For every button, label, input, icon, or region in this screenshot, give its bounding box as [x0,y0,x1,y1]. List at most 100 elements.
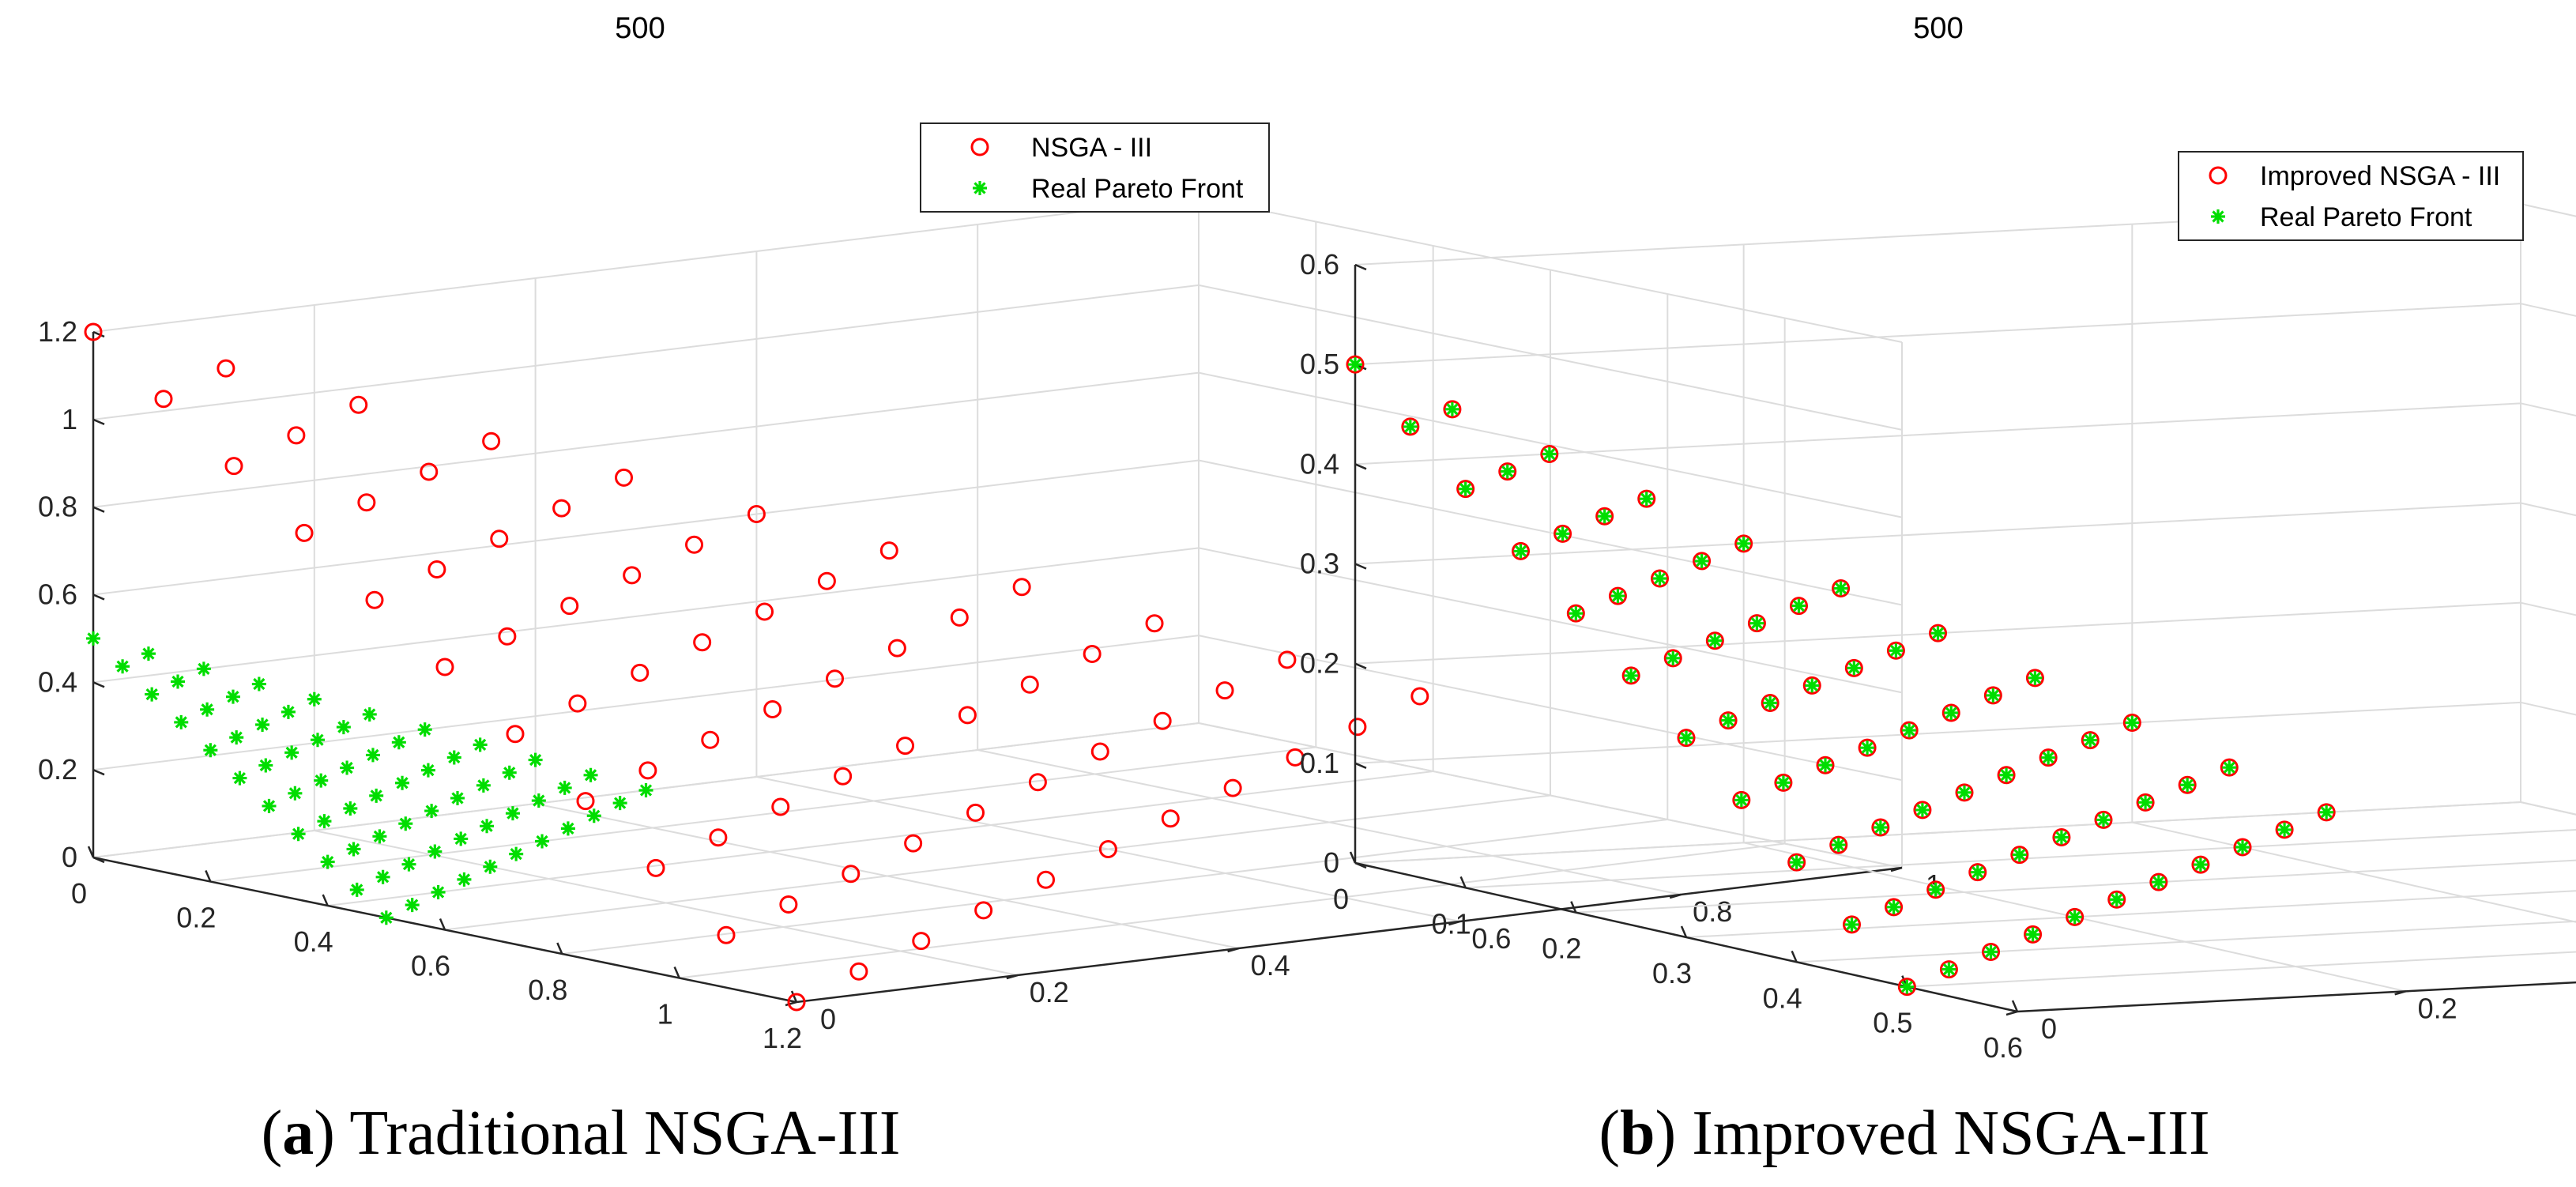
data-point-circle [1790,597,1808,616]
data-point-star [349,882,364,897]
x-tick [790,990,798,1003]
data-point-star [2041,750,2056,765]
z-tick-label: 0.6 [38,578,77,611]
data-point-circle [1955,783,1974,802]
grid-line [1907,951,2576,988]
data-point-star [115,659,130,674]
panel-a-plot: 0 0.2 0.4 0.6 0.8 1 1.2 0 0.2 0.4 0.6 0.8 1 0 0.2 0.4 0.… [38,12,1941,1168]
data-point-star [1860,740,1875,756]
data-point-star [1679,730,1693,745]
data-point-star [612,796,627,811]
data-point-circle [966,803,985,822]
caption-b-text: Improved NSGA-III [1692,1098,2209,1168]
data-point-star [2067,910,2082,925]
data-point-circle [1286,748,1305,767]
data-point-star [1970,865,1985,880]
data-point-star [502,765,517,780]
z-tick [92,506,105,513]
data-point-star [336,720,351,735]
data-point-circle [1145,614,1164,633]
data-point-star [1569,606,1584,621]
data-point-circle [693,633,712,652]
data-point-circle [2066,907,2085,926]
data-point-star [141,646,156,661]
data-point-circle [217,359,235,378]
data-point-star [1639,492,1654,507]
data-point-star [1734,793,1749,808]
grid-line [1354,402,2521,465]
grid-line [1685,890,2576,938]
x-tick-label: 0.4 [1763,982,1802,1014]
data-point-circle [2233,838,2252,857]
data-point-circle [1900,721,1919,740]
data-point-circle [974,901,993,920]
data-point-star [288,786,303,801]
data-point-circle [2191,855,2210,874]
x-tick [322,894,329,906]
data-point-star [1791,598,1806,613]
data-point-circle [1982,943,2000,961]
z-tick-label: 0 [1324,846,1339,879]
panel-b-plot: 00.10.20.30.40.50.600.20.40.600.10.20.30… [1300,12,2576,1168]
data-point-star [1833,581,1848,596]
data-point-star [2054,830,2069,845]
z-tick-label: 0 [62,841,77,873]
data-point-star [1941,962,1956,977]
y-tick-label: 0 [820,1003,836,1035]
data-point-star [1957,785,1972,800]
data-point-circle [701,730,720,749]
data-point-circle [1410,687,1429,706]
data-point-star [424,804,439,819]
data-point-star [1348,357,1362,372]
data-point-circle [1554,524,1572,543]
data-point-star [365,748,380,763]
data-point-star [531,793,546,808]
data-point-star [2083,733,2098,748]
data-point-star [1763,695,1778,710]
data-point-circle [1215,681,1234,700]
data-point-circle [912,932,931,951]
caption-a-text: Traditional NSGA-III [349,1098,900,1168]
z-tick-label: 0.8 [38,491,77,523]
data-point-circle [1153,711,1172,730]
data-point-circle [1090,742,1109,761]
data-point-star [145,687,160,702]
data-point-circle [490,529,509,548]
data-point-star [431,885,446,899]
caption-a-label: a [282,1098,314,1168]
data-point-star [557,780,572,795]
data-point-circle [224,457,243,476]
grid-line [2520,801,2576,816]
data-point-star [1844,917,1859,932]
data-point-star [1999,767,2014,782]
data-point-circle [1997,766,2016,785]
data-point-circle [2178,775,2197,794]
legend-star-path [973,181,987,195]
x-tick [1680,925,1688,938]
data-point-star [378,910,394,925]
data-point-circle [1278,650,1297,669]
y-tick-label: 0.2 [2418,992,2457,1024]
data-point-star [1915,802,1930,817]
x-tick [1570,901,1577,914]
x-tick-label: 0.6 [411,950,450,982]
data-point-circle [1929,624,1947,642]
x-tick [673,967,680,978]
data-point-star [343,801,358,816]
data-point-circle [576,792,595,811]
data-point-star [258,758,273,773]
grid-line [756,776,1460,922]
data-point-circle [958,706,977,725]
data-point-circle [1983,686,2002,705]
data-point-circle [896,737,915,756]
grid-line [92,635,1199,771]
data-point-circle [349,395,368,414]
data-point-circle [568,694,587,713]
data-point-star [2028,670,2043,685]
panel-a-legend: NSGA - III Real Pareto Front [920,122,1270,213]
data-point-circle [482,431,501,450]
data-point-star [1847,661,1862,676]
data-point-circle [1705,631,1724,650]
data-point-star [1513,544,1528,559]
data-point-circle [755,602,774,621]
